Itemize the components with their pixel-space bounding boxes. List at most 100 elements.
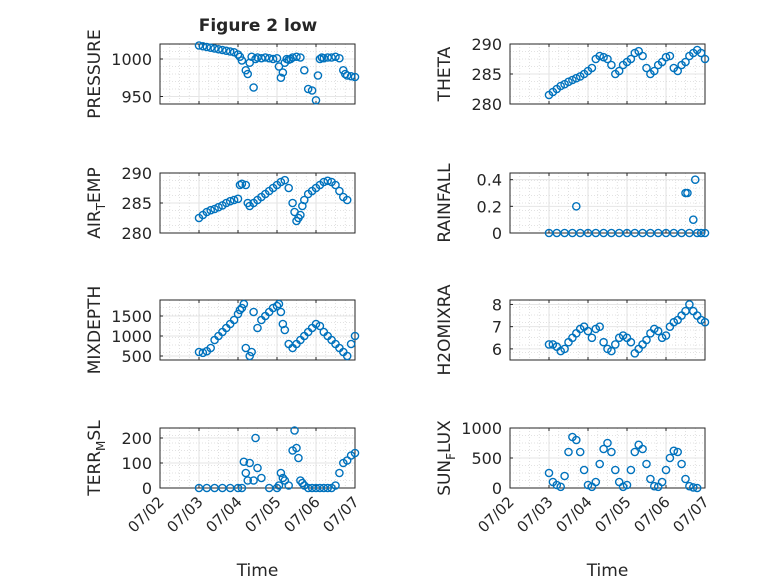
data-point	[700, 317, 710, 327]
data-point	[274, 299, 284, 309]
data-point	[575, 447, 585, 457]
data-point	[237, 56, 247, 65]
x-tick-label: 07/07	[319, 493, 362, 536]
data-point	[272, 301, 282, 311]
data-point	[646, 474, 655, 484]
data-point	[198, 348, 208, 358]
data-point	[611, 340, 620, 349]
figure-title: Figure 2 low	[199, 16, 318, 36]
x-tick-label: 07/03	[513, 493, 556, 536]
data-point	[313, 71, 323, 80]
x-axis-label: Time	[236, 561, 279, 581]
data-point	[650, 66, 659, 76]
data-point	[229, 195, 239, 205]
y-tick-label: 0.4	[477, 171, 502, 190]
data-point	[681, 474, 690, 484]
data-point	[284, 481, 294, 490]
data-point	[296, 210, 305, 220]
y-tick-label: 950	[121, 88, 152, 107]
data-point	[237, 483, 247, 493]
data-point	[583, 326, 593, 336]
data-point	[599, 337, 608, 347]
data-point	[210, 44, 219, 53]
y-axis-label: TERRMSL	[85, 420, 108, 497]
axes-box	[159, 427, 356, 489]
y-tick-label: 1000	[111, 327, 152, 346]
y-tick-label: 285	[471, 65, 502, 84]
data-point	[650, 481, 659, 491]
data-point	[233, 50, 243, 59]
data-point	[346, 71, 356, 81]
data-point	[303, 84, 313, 94]
data-point	[198, 41, 208, 51]
data-point	[689, 483, 698, 492]
data-point	[603, 438, 612, 448]
x-tick-label: 07/04	[552, 493, 595, 536]
grid	[510, 173, 705, 233]
x-axis-label: Time	[586, 561, 629, 581]
data-point	[661, 52, 671, 62]
x-tick-label: 07/04	[202, 493, 245, 536]
data-point	[690, 175, 700, 184]
data-point	[292, 52, 301, 62]
data-point	[331, 52, 340, 62]
y-tick-label: 200	[121, 429, 152, 448]
data-point	[290, 426, 299, 435]
x-tick-label: 07/03	[163, 493, 206, 536]
data-point	[611, 465, 620, 475]
data-point	[346, 339, 356, 349]
data-point	[685, 300, 694, 309]
data-point	[218, 45, 227, 55]
data-point	[251, 54, 260, 64]
y-tick-label: 500	[121, 347, 152, 366]
data-point	[276, 307, 286, 317]
data-point	[669, 446, 679, 456]
subplot-6: 6 7 8 H2OMIXRA	[435, 284, 710, 376]
data-point	[661, 331, 671, 340]
subplot-1: 950 1000 PRESSURE	[85, 29, 360, 119]
data-point	[284, 183, 294, 193]
y-tick-label: 280	[121, 224, 152, 243]
data-point	[260, 53, 270, 62]
data-point	[276, 73, 286, 83]
data-point	[587, 333, 597, 343]
y-tick-label: 1000	[461, 419, 502, 438]
x-tick-label: 07/06	[630, 493, 673, 536]
data-point	[614, 66, 624, 76]
y-tick-label: 500	[471, 449, 502, 468]
data-point	[638, 444, 647, 454]
data-point	[696, 228, 706, 238]
data-point	[323, 483, 333, 493]
data-point	[323, 176, 333, 186]
x-tick-label: 07/07	[669, 493, 712, 536]
data-point	[661, 465, 671, 475]
data-point	[241, 180, 251, 190]
y-axis-label: SUNFLUX	[435, 420, 458, 496]
data-point	[560, 471, 569, 481]
y-tick-label: 0.2	[477, 197, 502, 216]
axes-box	[509, 427, 706, 489]
axes-box	[159, 172, 356, 234]
y-tick-label: 290	[471, 35, 502, 54]
data-point	[331, 481, 340, 490]
subplot-2: 280 285 290 THETA	[435, 35, 710, 114]
y-tick-label: 285	[121, 194, 152, 213]
data-point	[288, 198, 297, 208]
data-point	[241, 343, 251, 353]
data-point	[673, 447, 683, 457]
data-point	[544, 468, 554, 478]
data-point	[206, 205, 215, 215]
data-point	[331, 180, 340, 190]
data-point	[202, 42, 212, 52]
data-point	[247, 347, 256, 357]
data-point	[350, 72, 360, 82]
data-point	[572, 202, 581, 211]
data-point	[233, 309, 243, 319]
grid	[160, 300, 355, 360]
data-point	[237, 179, 247, 189]
data-point	[607, 60, 616, 70]
data-point	[587, 63, 597, 73]
y-axis-label: RAINFALL	[435, 163, 455, 243]
data-point	[315, 54, 325, 64]
